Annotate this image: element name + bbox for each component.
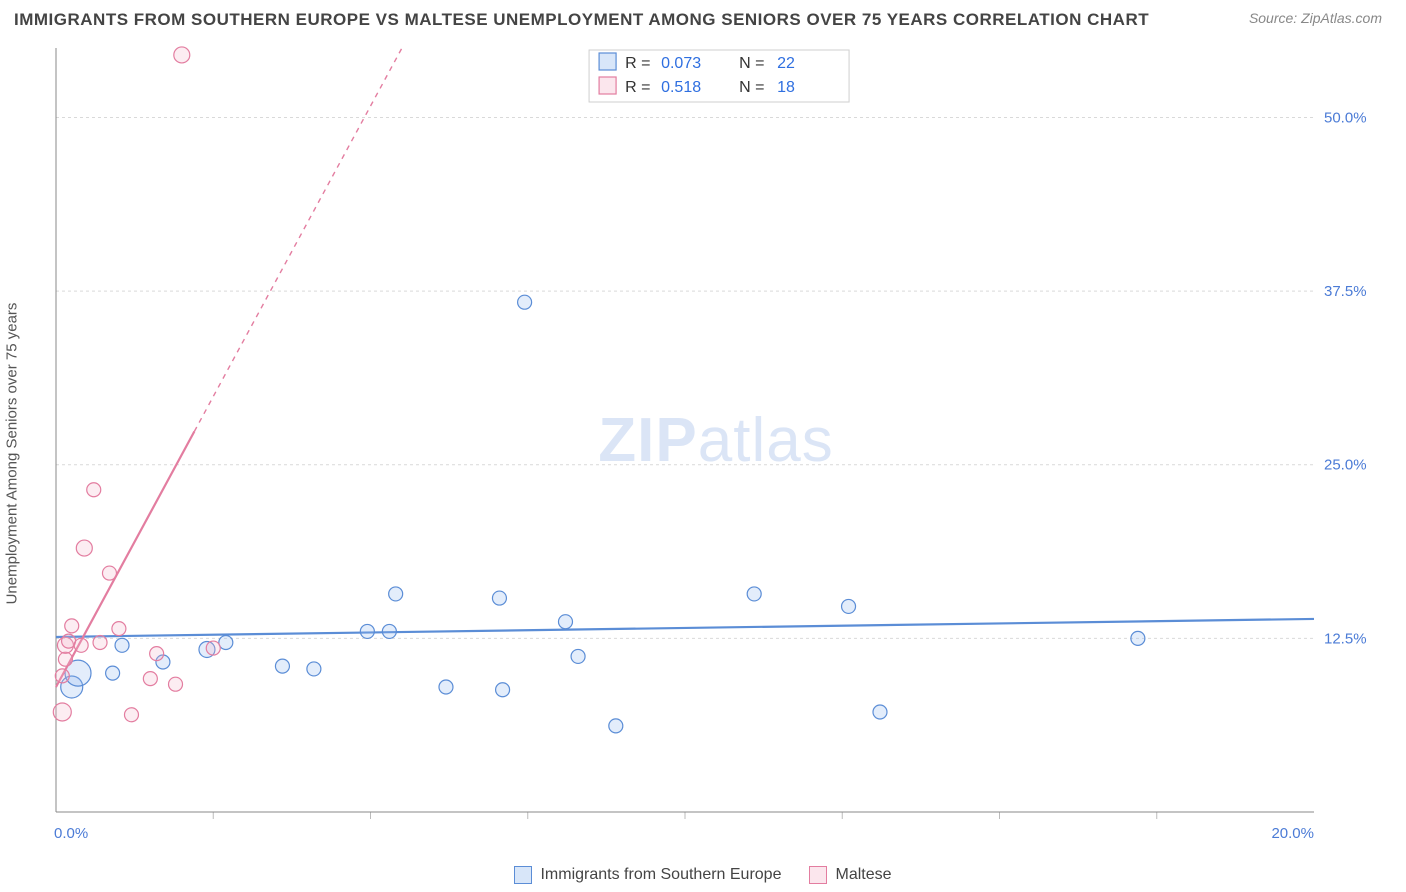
svg-text:0.0%: 0.0% bbox=[54, 825, 88, 842]
chart-area: Unemployment Among Seniors over 75 years… bbox=[48, 42, 1384, 848]
chart-title: IMMIGRANTS FROM SOUTHERN EUROPE VS MALTE… bbox=[14, 10, 1149, 30]
source-name: ZipAtlas.com bbox=[1301, 10, 1382, 26]
svg-text:20.0%: 20.0% bbox=[1271, 825, 1314, 842]
legend-swatch-mt bbox=[809, 866, 827, 884]
svg-text:50.0%: 50.0% bbox=[1324, 109, 1367, 126]
legend-swatch-se bbox=[514, 866, 532, 884]
svg-text:N =: N = bbox=[739, 79, 764, 96]
legend-label-se: Immigrants from Southern Europe bbox=[540, 866, 781, 884]
chart-header: IMMIGRANTS FROM SOUTHERN EUROPE VS MALTE… bbox=[0, 0, 1406, 36]
svg-text:0.073: 0.073 bbox=[661, 55, 701, 72]
legend-label-mt: Maltese bbox=[835, 866, 891, 884]
svg-text:37.5%: 37.5% bbox=[1324, 283, 1367, 300]
svg-text:0.518: 0.518 bbox=[661, 79, 701, 96]
y-axis-label: Unemployment Among Seniors over 75 years bbox=[4, 303, 21, 605]
svg-text:R =: R = bbox=[625, 79, 650, 96]
svg-text:18: 18 bbox=[777, 79, 795, 96]
bottom-legend: Immigrants from Southern Europe Maltese bbox=[0, 866, 1406, 884]
svg-text:25.0%: 25.0% bbox=[1324, 457, 1367, 474]
svg-text:22: 22 bbox=[777, 55, 795, 72]
svg-text:N =: N = bbox=[739, 55, 764, 72]
legend-item-mt: Maltese bbox=[809, 866, 891, 884]
source-prefix: Source: bbox=[1249, 10, 1301, 26]
scatter-chart-svg: 12.5% 25.0% 37.5% 50.0% 0.0% 20.0% ZIPatlas R =… bbox=[48, 42, 1384, 848]
svg-text:12.5%: 12.5% bbox=[1324, 630, 1367, 647]
legend-item-se: Immigrants from Southern Europe bbox=[514, 866, 781, 884]
source-attribution: Source: ZipAtlas.com bbox=[1249, 10, 1382, 26]
svg-text:ZIPatlas: ZIPatlas bbox=[598, 406, 833, 475]
svg-text:R =: R = bbox=[625, 55, 650, 72]
